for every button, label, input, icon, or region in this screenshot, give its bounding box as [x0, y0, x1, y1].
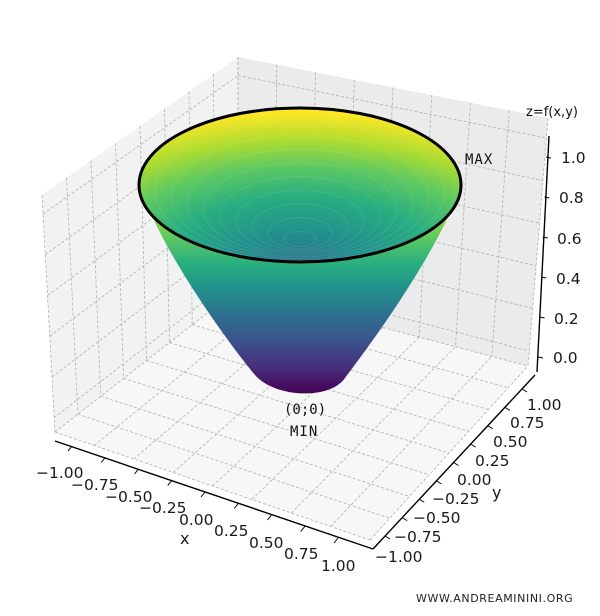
paraboloid-surface [137, 106, 463, 394]
watermark: WWW.ANDREAMININI.ORG [416, 592, 574, 605]
mesh-ring [251, 203, 349, 251]
tick-mark [300, 526, 306, 532]
y-tick: −0.75 [394, 528, 442, 546]
y-tick: 0.00 [457, 471, 492, 489]
grid-line [100, 395, 410, 497]
grid-line [237, 75, 547, 139]
tick-mark [267, 514, 272, 521]
z-tick: 0.8 [559, 189, 584, 207]
tick-mark [545, 156, 552, 159]
tick-mark [544, 196, 550, 199]
y-tick: 0.75 [510, 414, 545, 432]
mesh-ring [283, 230, 317, 248]
y-axis-label: y [492, 483, 501, 502]
tick-mark [333, 537, 339, 544]
tick-mark [384, 535, 391, 540]
x-tick: −0.75 [71, 476, 119, 494]
z-tick-labels: 0.0 0.2 0.4 0.6 0.8 1.0 [553, 149, 586, 367]
z-tick: 1.0 [561, 149, 586, 167]
y-tick: 1.00 [527, 396, 562, 414]
y-tick: 0.25 [475, 452, 510, 470]
x-tick: 0.50 [249, 534, 284, 552]
y-tick-labels: −1.00 −0.75 −0.50 −0.25 0.00 0.25 0.50 0… [375, 396, 562, 566]
tick-mark [542, 236, 548, 239]
mesh-ring [186, 148, 414, 258]
grid-line [146, 360, 450, 454]
z-axis-line [536, 135, 550, 373]
x-tick: 0.25 [214, 522, 249, 540]
tick-mark [134, 468, 139, 475]
min-coord-annotation: (0;0) [284, 402, 326, 418]
tick-mark [167, 480, 173, 486]
x-tick: −1.00 [36, 464, 84, 482]
grid-line [51, 234, 239, 378]
x-tick-labels: −1.00 −0.75 −0.50 −0.25 0.00 0.25 0.50 0… [36, 464, 356, 575]
z-tick: 0.6 [557, 230, 582, 248]
min-annotation: MIN [290, 424, 318, 440]
z-axis-label: z=f(x,y) [526, 105, 578, 120]
y-tick: 0.50 [493, 433, 528, 451]
x-tick: −0.50 [105, 488, 153, 506]
tick-mark [200, 491, 206, 498]
x-axis-label: x [180, 529, 189, 548]
tick-mark [100, 457, 106, 463]
axis-lines [54, 135, 550, 550]
grid-line [66, 177, 79, 415]
axis-ticks [67, 156, 552, 544]
grid-line [455, 102, 471, 347]
tick-mark [453, 462, 459, 466]
tick-mark [470, 443, 476, 448]
tick-mark [537, 356, 544, 359]
grid-line [90, 160, 102, 397]
tick-mark [436, 480, 442, 485]
x-tick: 0.75 [284, 545, 319, 563]
rim-circle [137, 106, 463, 264]
y-tick: −1.00 [375, 548, 423, 566]
z-tick: 0.0 [553, 349, 578, 367]
grid-line [139, 125, 147, 361]
tick-mark [541, 276, 547, 279]
grid-line [172, 317, 348, 473]
x-tick: 1.00 [321, 557, 356, 575]
grid-line [212, 327, 384, 487]
floor-pane [55, 289, 528, 540]
y-tick: −0.50 [413, 509, 461, 527]
grid-line [41, 194, 56, 433]
y-axis-line [372, 374, 536, 550]
grid-line [491, 110, 510, 357]
tick-mark [487, 425, 494, 430]
tick-mark [401, 517, 408, 522]
x-tick: −0.25 [139, 499, 187, 517]
tick-mark [418, 498, 425, 503]
grid-line [330, 356, 493, 527]
z-tick: 0.2 [554, 310, 579, 328]
mesh-ring [267, 217, 333, 249]
grid-line [290, 346, 456, 514]
tick-mark [521, 388, 528, 393]
max-annotation: MAX [465, 152, 493, 168]
grid-line [527, 117, 549, 367]
tick-mark [233, 503, 239, 509]
z-tick: 0.4 [556, 270, 581, 288]
grid-line [369, 365, 529, 541]
tick-mark [67, 445, 73, 452]
mesh-ring [170, 135, 430, 259]
mesh-ring [203, 162, 397, 256]
grid-line [133, 307, 311, 460]
grid-line [94, 298, 275, 446]
surface-mesh [154, 121, 446, 261]
x-tick: 0.00 [179, 511, 214, 529]
mesh-ring [154, 121, 446, 261]
grid-line [115, 143, 125, 379]
surface-inner-bowl [139, 108, 461, 262]
grid-line [251, 336, 420, 500]
y-tick: −0.25 [432, 490, 480, 508]
tick-mark [504, 406, 511, 411]
tick-mark [539, 316, 545, 319]
x-axis-line [54, 440, 374, 550]
grid-line [53, 274, 239, 419]
mesh-ring [235, 189, 365, 253]
mesh-ring [219, 176, 381, 254]
